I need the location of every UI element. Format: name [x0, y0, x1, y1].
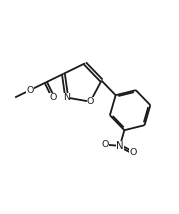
Text: O: O [87, 97, 94, 106]
Text: N: N [116, 141, 124, 151]
Text: O: O [129, 148, 137, 157]
Text: O: O [49, 93, 57, 102]
Text: O: O [26, 86, 34, 95]
Text: N: N [63, 93, 70, 102]
Text: O: O [101, 140, 109, 149]
